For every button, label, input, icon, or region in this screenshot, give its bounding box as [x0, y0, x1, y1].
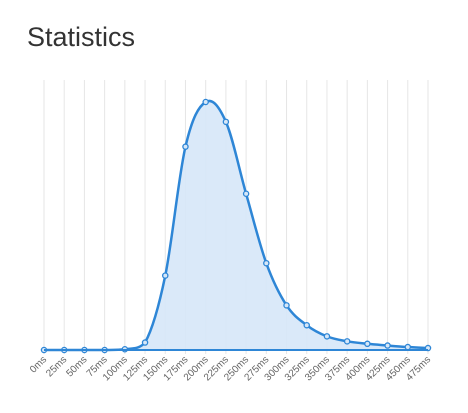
- page-title: Statistics: [27, 22, 136, 52]
- data-point-350ms[interactable]: [323, 333, 331, 340]
- x-tick-label: 25ms: [44, 354, 69, 379]
- data-point-375ms[interactable]: [343, 338, 351, 345]
- data-point-125ms[interactable]: [141, 339, 149, 346]
- data-point-225ms[interactable]: [222, 118, 230, 126]
- data-point-300ms[interactable]: [283, 302, 290, 309]
- data-point-425ms[interactable]: [384, 342, 391, 349]
- data-point-325ms[interactable]: [303, 321, 310, 329]
- series-area-fill: [44, 100, 428, 350]
- data-point-400ms[interactable]: [364, 340, 371, 348]
- data-point-150ms[interactable]: [162, 272, 169, 279]
- data-point-275ms[interactable]: [263, 259, 270, 267]
- data-point-250ms[interactable]: [242, 190, 250, 198]
- x-axis-tick-labels: 0ms25ms50ms75ms100ms125ms150ms175ms200ms…: [28, 354, 433, 383]
- data-point-200ms[interactable]: [202, 98, 209, 106]
- data-point-450ms[interactable]: [404, 343, 412, 351]
- data-point-175ms[interactable]: [182, 143, 189, 150]
- x-tick-label: 50ms: [64, 354, 89, 379]
